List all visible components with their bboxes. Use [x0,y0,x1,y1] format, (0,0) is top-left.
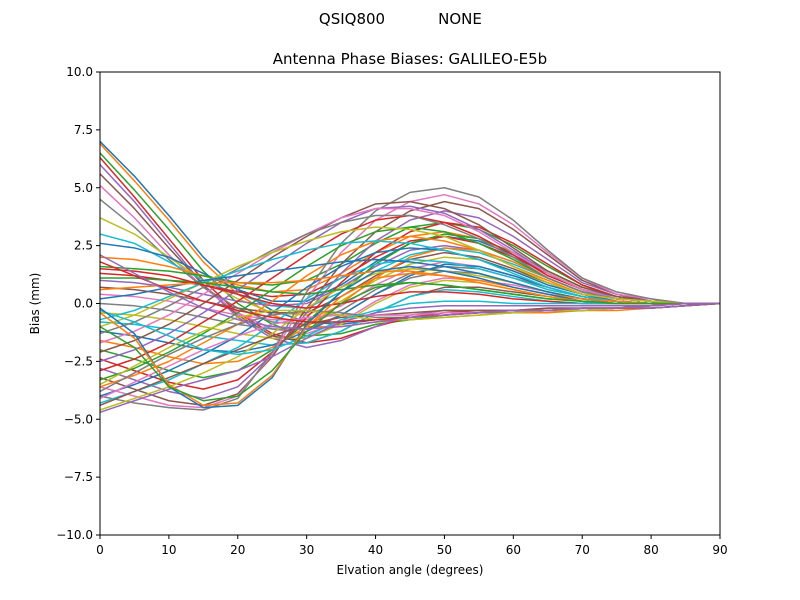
series-line-28 [99,187,720,411]
y-axis-label: Bias (mm) [28,273,42,335]
y-tick-label: 7.5 [74,123,93,137]
x-tick-label: 60 [506,543,521,557]
series-line-25 [99,210,720,400]
y-tick-label: −7.5 [64,470,93,484]
x-axis-label: Elvation angle (degrees) [337,563,484,577]
x-tick-label: 40 [368,543,383,557]
x-tick-label: 50 [437,543,452,557]
series-line-30 [99,258,720,404]
y-tick-label: 0.0 [74,297,93,311]
x-tick-label: 20 [230,543,245,557]
series-lines [99,140,721,414]
x-tick-label: 70 [575,543,590,557]
y-tick-label: 2.5 [74,239,93,253]
y-axis-ticks: 10.0 7.5 5.0 2.5 0.0 −2.5 −5.0 −7.5 −10.0 [56,65,100,542]
x-tick-label: 30 [299,543,314,557]
series-line-45 [99,302,720,414]
series-line-31 [99,247,720,397]
suptitle-right: NONE [438,10,482,28]
suptitle-left: QSIQ800 [319,10,385,28]
x-tick-label: 90 [712,543,727,557]
x-tick-label: 0 [96,543,104,557]
x-axis-ticks: 0 10 20 30 40 50 60 70 80 90 [96,535,728,557]
y-tick-label: −5.0 [64,412,93,426]
y-tick-label: −10.0 [56,528,93,542]
series-line-53 [99,281,720,402]
y-tick-label: −2.5 [64,354,93,368]
y-tick-label: 5.0 [74,181,93,195]
x-tick-label: 10 [161,543,176,557]
y-tick-label: 10.0 [66,65,93,79]
series-line-55 [99,254,720,330]
series-line-36 [99,200,720,353]
x-tick-label: 80 [643,543,658,557]
chart-title: Antenna Phase Biases: GALILEO-E5b [273,50,547,68]
